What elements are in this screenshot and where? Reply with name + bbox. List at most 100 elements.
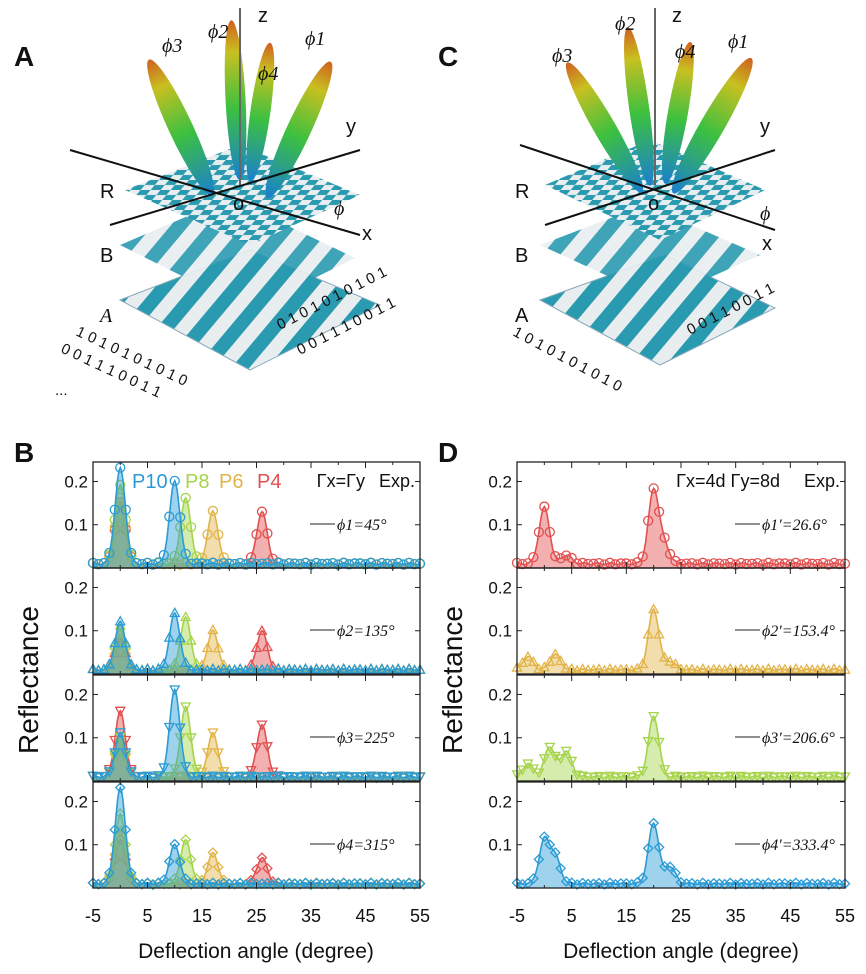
panel-letter-b: B bbox=[14, 437, 34, 468]
origin-label: o bbox=[233, 193, 244, 215]
legend-entry-P6: P6 bbox=[219, 471, 243, 493]
data-point-marker bbox=[403, 663, 415, 674]
data-point-marker bbox=[125, 767, 137, 778]
data-point-marker bbox=[147, 773, 159, 784]
data-point-marker bbox=[768, 773, 780, 784]
data-point-marker bbox=[708, 663, 720, 674]
data-point-marker bbox=[109, 839, 121, 851]
subplot-2: 0.1 0.2 ϕ2=135° bbox=[64, 567, 426, 675]
data-point-marker bbox=[213, 529, 224, 540]
data-point-marker bbox=[201, 773, 214, 784]
data-point-marker bbox=[549, 648, 561, 659]
data-point-marker bbox=[180, 762, 192, 773]
x-tick-label: 5 bbox=[142, 906, 152, 926]
data-point-marker bbox=[169, 764, 181, 775]
data-point-marker bbox=[730, 773, 742, 784]
data-point-marker bbox=[538, 754, 550, 765]
data-point-marker bbox=[103, 872, 115, 884]
data-point-marker bbox=[180, 873, 192, 885]
data-point-marker bbox=[779, 663, 791, 674]
data-point-marker bbox=[180, 702, 192, 713]
y-tick-label: 0.2 bbox=[488, 578, 512, 597]
data-point-marker bbox=[544, 526, 555, 538]
data-point-marker bbox=[609, 878, 621, 890]
data-point-marker bbox=[136, 772, 148, 783]
data-point-marker bbox=[305, 879, 317, 890]
data-point-marker bbox=[522, 650, 534, 661]
data-point-marker bbox=[180, 492, 191, 504]
data-point-marker bbox=[555, 862, 567, 874]
data-point-marker bbox=[158, 658, 170, 669]
data-point-marker bbox=[834, 878, 845, 890]
data-point-marker bbox=[169, 838, 181, 850]
data-point-marker bbox=[773, 663, 786, 674]
data-point-marker bbox=[158, 874, 170, 886]
origin-label: o bbox=[648, 193, 659, 215]
data-point-marker bbox=[604, 557, 616, 568]
data-point-marker bbox=[169, 657, 181, 668]
data-point-marker bbox=[533, 853, 545, 865]
data-point-marker bbox=[381, 772, 393, 783]
series-fill-P10 bbox=[93, 787, 420, 888]
legend-entry-P4: P4 bbox=[257, 471, 281, 493]
layer-a-label: A bbox=[98, 305, 113, 327]
data-point-marker bbox=[343, 878, 355, 890]
y-axis-label: y bbox=[760, 116, 770, 138]
data-point-marker bbox=[272, 662, 284, 674]
data-point-marker bbox=[615, 772, 627, 783]
exp-label: Exp. bbox=[804, 471, 840, 491]
data-point-marker bbox=[631, 771, 643, 782]
data-point-marker bbox=[158, 763, 170, 774]
plot-frame bbox=[516, 781, 846, 889]
data-point-marker bbox=[670, 867, 681, 879]
data-point-marker bbox=[278, 773, 290, 784]
data-point-marker bbox=[218, 767, 230, 778]
data-point-marker bbox=[708, 772, 720, 783]
data-point-marker bbox=[757, 879, 769, 890]
data-point-marker bbox=[256, 772, 268, 783]
data-point-marker bbox=[218, 874, 230, 886]
panel-letter-a: A bbox=[14, 41, 34, 72]
data-point-marker bbox=[109, 824, 121, 836]
data-point-marker bbox=[294, 559, 306, 570]
y-tick-label: 0.2 bbox=[64, 578, 88, 597]
series-fill-ϕ2' bbox=[517, 609, 845, 674]
legend-entry-P10: P10 bbox=[132, 471, 168, 493]
layer-b-label: B bbox=[100, 245, 113, 267]
data-point-marker bbox=[822, 773, 835, 784]
plot-frame bbox=[516, 567, 846, 675]
data-point-marker bbox=[218, 552, 229, 563]
data-point-marker bbox=[125, 867, 137, 879]
data-point-marker bbox=[697, 557, 709, 568]
series-fill-P8 bbox=[93, 484, 420, 568]
data-point-marker bbox=[823, 879, 835, 890]
series-fill-ϕ1' bbox=[517, 488, 845, 568]
data-point-marker bbox=[376, 663, 388, 674]
y-tick-label: 0.1 bbox=[64, 729, 88, 748]
data-point-marker bbox=[626, 773, 638, 784]
data-point-marker bbox=[338, 557, 349, 568]
y-tick-label: 0.1 bbox=[64, 516, 88, 535]
data-point-marker bbox=[125, 547, 137, 559]
data-point-marker bbox=[109, 639, 121, 650]
data-point-marker bbox=[527, 873, 539, 884]
data-point-marker bbox=[185, 521, 197, 533]
data-point-marker bbox=[834, 559, 845, 570]
data-point-marker bbox=[664, 772, 676, 783]
data-point-marker bbox=[175, 559, 186, 570]
data-point-marker bbox=[103, 867, 115, 879]
data-point-marker bbox=[120, 504, 131, 515]
data-point-marker bbox=[637, 872, 649, 884]
data-point-marker bbox=[365, 877, 377, 889]
data-point-marker bbox=[190, 657, 203, 669]
data-point-marker bbox=[609, 773, 622, 784]
x-axis-label: x bbox=[762, 233, 772, 255]
x-tick-label: 45 bbox=[355, 906, 375, 926]
data-point-marker bbox=[659, 532, 670, 543]
data-point-marker bbox=[348, 663, 361, 674]
ellipsis: ... bbox=[55, 382, 68, 399]
series-fill-P10 bbox=[93, 612, 420, 674]
data-point-marker bbox=[261, 742, 274, 753]
data-point-marker bbox=[152, 771, 165, 782]
data-point-marker bbox=[278, 878, 290, 890]
